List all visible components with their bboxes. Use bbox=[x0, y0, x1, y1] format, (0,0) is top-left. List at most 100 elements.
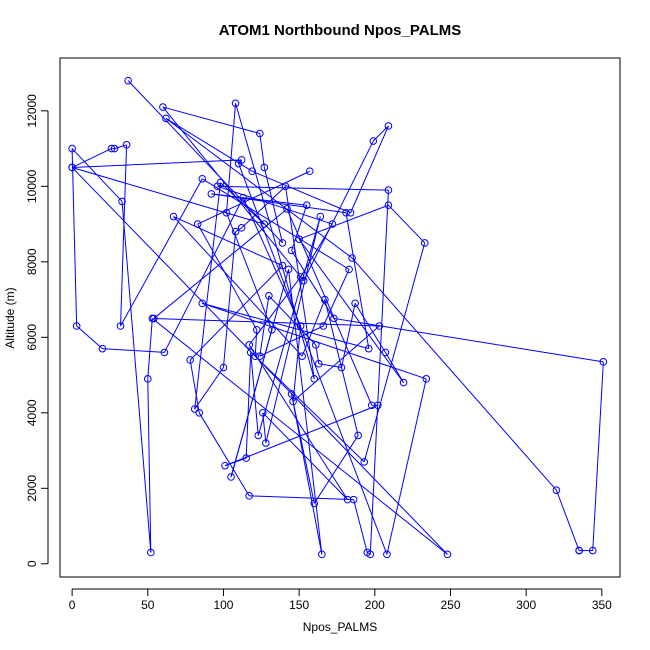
data-point bbox=[287, 390, 296, 398]
x-axis-label: Npos_PALMS bbox=[303, 620, 377, 634]
data-point bbox=[318, 550, 326, 559]
series-line-segment bbox=[351, 257, 557, 491]
data-point bbox=[552, 486, 561, 494]
data-point bbox=[384, 201, 393, 210]
plot-area-box bbox=[59, 57, 621, 578]
series-line-segment bbox=[120, 178, 203, 327]
series-line-segment bbox=[211, 193, 347, 214]
series-line-segment bbox=[120, 144, 128, 327]
data-point bbox=[118, 197, 126, 206]
data-point bbox=[68, 144, 76, 153]
series-line-segment bbox=[388, 204, 426, 244]
series-line-segment bbox=[363, 242, 426, 463]
data-point bbox=[311, 341, 320, 349]
series-line-segment bbox=[318, 363, 342, 369]
series-line-segment bbox=[291, 393, 323, 555]
series-line-segment bbox=[292, 325, 302, 402]
series-line-segment bbox=[248, 344, 348, 500]
series-line-segment bbox=[341, 303, 356, 368]
series-line-segment bbox=[257, 216, 321, 436]
data-point bbox=[315, 359, 323, 368]
data-point bbox=[305, 167, 314, 176]
x-tick-label: 200 bbox=[365, 598, 385, 612]
series-line-segment bbox=[226, 212, 273, 330]
data-point bbox=[289, 397, 297, 406]
series-line-segment bbox=[235, 103, 315, 379]
series-line-segment bbox=[238, 159, 243, 165]
series-line-segment bbox=[285, 186, 315, 379]
data-point bbox=[369, 137, 378, 145]
series-line-segment bbox=[162, 106, 305, 282]
x-tick-label: 250 bbox=[440, 598, 460, 612]
series-line-segment bbox=[252, 170, 351, 214]
series-line-segment bbox=[71, 148, 112, 168]
series-line-segment bbox=[300, 223, 333, 278]
data-point bbox=[296, 322, 305, 330]
data-point bbox=[345, 265, 353, 274]
data-point bbox=[268, 325, 276, 334]
series-line-segment bbox=[249, 495, 354, 501]
x-tick-label: 300 bbox=[516, 598, 536, 612]
series-line-segment bbox=[217, 185, 389, 191]
data-point bbox=[255, 352, 264, 360]
data-point bbox=[316, 212, 325, 221]
data-point bbox=[349, 495, 358, 504]
series-line-segment bbox=[165, 117, 353, 259]
data-point bbox=[198, 299, 207, 308]
data-point bbox=[186, 356, 194, 364]
series-line-segment bbox=[259, 295, 270, 357]
series-line-segment bbox=[288, 269, 323, 555]
data-point bbox=[242, 454, 250, 462]
series-line-segment bbox=[194, 182, 221, 410]
chart-title: ATOM1 Northbound Npos_PALMS bbox=[219, 22, 461, 39]
x-tick-label: 350 bbox=[592, 598, 612, 612]
y-axis-label: Altitude (m) bbox=[3, 287, 17, 348]
data-point bbox=[162, 114, 170, 123]
data-point bbox=[354, 431, 362, 440]
series-line-segment bbox=[173, 216, 283, 267]
data-point bbox=[575, 546, 583, 555]
y-tick-label: 4000 bbox=[25, 399, 39, 426]
data-point bbox=[231, 99, 240, 108]
series-line-segment bbox=[121, 201, 152, 553]
data-point bbox=[343, 495, 352, 504]
data-point bbox=[251, 352, 260, 360]
data-point bbox=[222, 208, 231, 217]
data-point bbox=[254, 431, 263, 440]
data-point bbox=[321, 295, 329, 304]
data-point bbox=[588, 546, 597, 555]
data-point bbox=[260, 163, 269, 172]
series-line-segment bbox=[147, 378, 152, 553]
data-point bbox=[420, 239, 429, 247]
series-line-segment bbox=[303, 140, 374, 281]
series-line-segment bbox=[197, 170, 310, 225]
series-line-segment bbox=[262, 412, 267, 444]
data-point bbox=[259, 409, 267, 417]
series-line-segment bbox=[350, 125, 389, 213]
data-point bbox=[193, 220, 202, 228]
series-line-segment bbox=[162, 106, 260, 134]
series-line-segment bbox=[202, 178, 350, 270]
series-line-segment bbox=[592, 361, 604, 551]
series-line-segment bbox=[202, 302, 369, 350]
data-point bbox=[399, 378, 408, 387]
series-line-segment bbox=[254, 355, 365, 463]
series-lines bbox=[71, 80, 604, 555]
series-line-segment bbox=[555, 490, 580, 551]
data-point bbox=[231, 227, 240, 236]
data-point bbox=[310, 499, 319, 508]
series-line-segment bbox=[259, 133, 265, 168]
data-point bbox=[383, 550, 391, 559]
series-line-segment bbox=[224, 404, 379, 467]
series-line-segment bbox=[202, 302, 427, 380]
data-point bbox=[227, 473, 235, 481]
x-axis: 0 50 100 150 200 250 300 350 bbox=[69, 588, 612, 612]
y-tick-label: 12000 bbox=[25, 94, 39, 128]
data-point bbox=[68, 163, 76, 172]
series-line-segment bbox=[248, 276, 302, 346]
series-line-segment bbox=[241, 185, 286, 229]
series-line-segment bbox=[245, 352, 252, 459]
data-point bbox=[328, 220, 337, 228]
series-line-segment bbox=[386, 378, 427, 555]
series-line-segment bbox=[189, 265, 283, 361]
